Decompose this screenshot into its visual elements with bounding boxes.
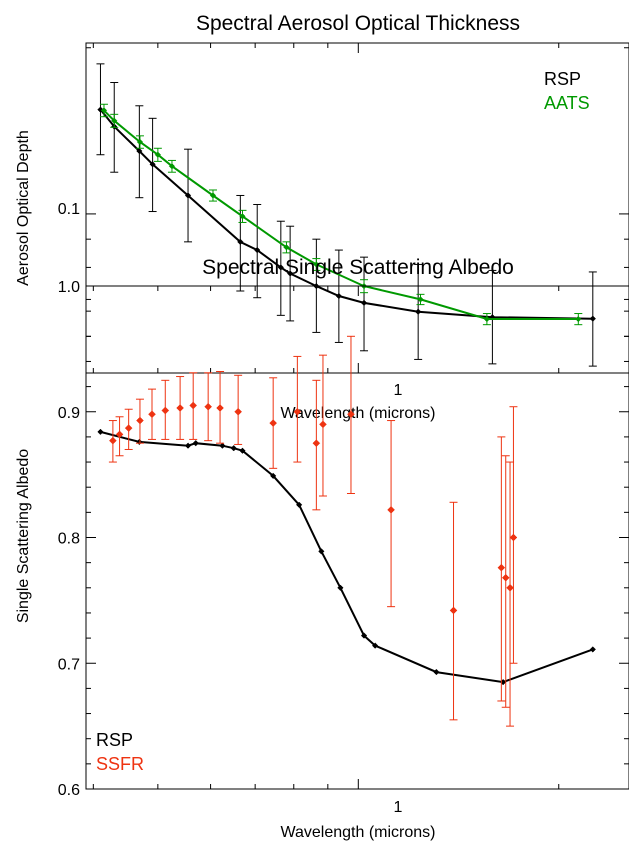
y-tick-label: 0.7 (58, 656, 80, 673)
data-point (387, 505, 395, 514)
data-point (506, 583, 514, 592)
y-tick-label: 0.9 (58, 405, 80, 422)
data-point (433, 668, 440, 676)
plot-series (96, 63, 597, 367)
data-point (124, 424, 133, 432)
data-point (184, 442, 192, 449)
tick-labels: 0.6 0.7 0.8 0.9 1.0 (58, 279, 80, 799)
data-point (295, 501, 303, 508)
data-point (136, 416, 144, 425)
data-point (115, 430, 124, 439)
data-point (589, 646, 596, 653)
data-point (575, 315, 582, 323)
data-point (335, 292, 343, 300)
data-point (239, 447, 246, 454)
data-point (286, 270, 294, 277)
data-point (109, 436, 117, 445)
chart-aerosol-optical-thickness: Spectral Aerosol Optical Thickness 0.1 1… (15, 12, 629, 422)
data-point (154, 151, 162, 158)
tick-labels: 0.1 1 (58, 201, 403, 399)
data-point (483, 315, 491, 323)
series-line (100, 430, 594, 684)
chart-title: Spectral Single Scattering Albedo (202, 256, 514, 279)
data-point (360, 299, 368, 307)
data-point (270, 472, 277, 480)
data-point (234, 407, 242, 416)
legend-rsp: RSP (544, 69, 581, 89)
data-point (136, 147, 143, 155)
axis-ticks (86, 285, 629, 790)
data-point (319, 420, 327, 429)
series-line (99, 108, 593, 320)
data-point (230, 445, 237, 452)
data-point (254, 246, 261, 254)
data-point (192, 440, 199, 447)
data-point (189, 401, 198, 410)
data-point (501, 573, 510, 582)
data-point (176, 404, 184, 412)
plot-frame (85, 42, 629, 374)
data-point (237, 238, 244, 246)
data-point (161, 406, 170, 415)
data-point (269, 419, 278, 427)
y-axis-label: Aerosol Optical Depth (15, 130, 32, 286)
y-tick-label: 1.0 (58, 279, 80, 296)
legend-aats: AATS (544, 93, 590, 113)
y-tick-label: 0.1 (58, 201, 80, 218)
data-point (100, 107, 108, 114)
data-point (313, 261, 320, 268)
data-point (589, 315, 596, 322)
data-point (337, 584, 344, 591)
data-point (318, 548, 325, 555)
x-tick-label: 1 (394, 799, 403, 816)
data-point (149, 161, 156, 168)
legend-rsp: RSP (96, 730, 133, 750)
data-point (111, 117, 118, 124)
data-point (371, 642, 379, 649)
data-point (216, 404, 224, 412)
data-point (239, 213, 246, 220)
data-point (136, 138, 144, 146)
data-point (347, 410, 355, 419)
data-point (417, 296, 424, 303)
data-point (97, 428, 104, 436)
data-point (209, 192, 217, 199)
data-point (312, 439, 321, 448)
y-tick-label: 0.8 (58, 531, 80, 548)
plot-frame (85, 285, 629, 790)
data-point (204, 402, 213, 411)
y-axis-label: Single Scattering Albedo (15, 449, 32, 623)
data-point (283, 244, 290, 251)
legend-ssfr: SSFR (96, 754, 144, 774)
chart-title: Spectral Aerosol Optical Thickness (196, 12, 520, 35)
data-point (293, 407, 302, 416)
series-line (103, 109, 579, 320)
data-point (168, 163, 176, 170)
data-point (219, 442, 226, 449)
y-tick-label: 0.6 (58, 782, 80, 799)
data-point (184, 192, 192, 199)
x-axis-label: Wavelength (microns) (280, 824, 435, 841)
data-point (148, 410, 156, 419)
x-tick-label: 1 (394, 382, 403, 399)
x-axis-label: Wavelength (microns) (280, 405, 435, 422)
data-point (497, 563, 506, 572)
data-point (136, 438, 143, 446)
data-point (277, 264, 284, 271)
chart-single-scattering-albedo: Spectral Single Scattering Albedo 0.6 0.7… (15, 256, 629, 841)
data-point (449, 606, 458, 615)
data-point (509, 533, 518, 542)
data-point (360, 632, 368, 639)
plot-series (97, 335, 596, 727)
data-point (415, 308, 422, 315)
